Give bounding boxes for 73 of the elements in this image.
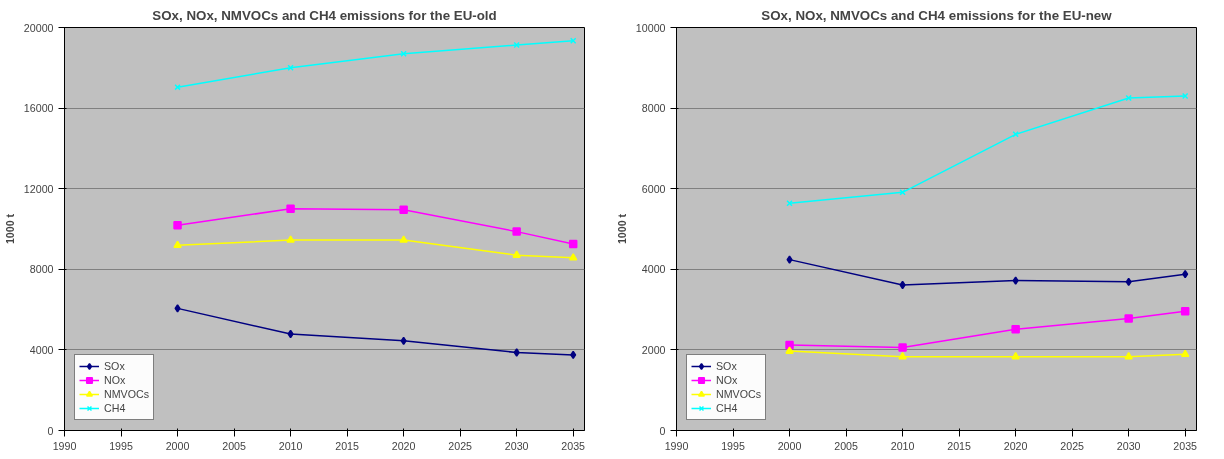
point	[786, 255, 793, 264]
point	[898, 343, 907, 352]
x-tick-label: 2015	[947, 439, 972, 452]
legend-label: CH4	[716, 401, 738, 415]
point	[1011, 325, 1020, 334]
y-axis-title: 1000 t	[3, 213, 16, 245]
point	[287, 329, 294, 339]
point	[399, 235, 408, 243]
point	[568, 253, 578, 261]
point	[785, 346, 794, 354]
chart-title: SOx, NOx, NMVOCs and CH4 emissions for the EU-new	[761, 7, 1113, 23]
x-tick-label: 2020	[391, 439, 416, 452]
x-tick-label: 2000	[777, 439, 802, 452]
x-tick-label: 2000	[165, 439, 190, 452]
point	[512, 250, 521, 258]
point	[513, 348, 520, 357]
point	[399, 205, 408, 214]
y-tick-label: 16000	[23, 102, 54, 115]
x-tick-label: 2010	[890, 439, 915, 452]
y-tick-label: 10000	[635, 21, 666, 34]
legend-label: NMVOCs	[104, 387, 149, 401]
legend-label: NOx	[716, 373, 738, 387]
point	[400, 336, 407, 346]
legend-label: NOx	[104, 373, 126, 387]
x-tick-label: 2035	[561, 439, 586, 452]
y-tick-label: 6000	[641, 182, 666, 195]
point	[173, 240, 182, 249]
point	[174, 304, 181, 313]
y-tick-label: 4000	[29, 343, 54, 356]
y-tick-label: 8000	[641, 102, 666, 115]
y-tick-label: 0	[47, 424, 54, 437]
point	[286, 235, 295, 243]
point	[1012, 276, 1019, 285]
y-tick-label: 0	[659, 424, 666, 437]
x-tick-label: 2030	[504, 439, 529, 452]
point	[1182, 269, 1189, 279]
x-tick-label: 2005	[222, 439, 246, 452]
chart-title: SOx, NOx, NMVOCs and CH4 emissions for the EU-old	[152, 7, 497, 23]
point	[899, 280, 906, 290]
legend-label: SOx	[104, 359, 125, 373]
y-tick-label: 20000	[23, 21, 54, 34]
x-tick-label: 2035	[1173, 439, 1198, 452]
point	[173, 220, 182, 230]
x-tick-label: 2005	[834, 439, 858, 452]
point	[1124, 314, 1133, 323]
point	[512, 227, 521, 236]
x-tick-label: 2015	[335, 439, 360, 452]
point	[286, 204, 295, 214]
point	[1180, 349, 1190, 358]
x-tick-label: 2030	[1116, 439, 1141, 452]
legend-label: CH4	[104, 401, 126, 415]
y-tick-label: 4000	[641, 263, 666, 276]
x-tick-label: 2025	[448, 439, 473, 452]
y-tick-label: 2000	[641, 343, 666, 356]
point	[570, 350, 577, 360]
y-axis-title: 1000 t	[615, 213, 628, 245]
x-tick-label: 1995	[721, 439, 745, 452]
x-tick-label: 1995	[109, 439, 133, 452]
x-tick-label: 1990	[664, 439, 689, 452]
legend-label: NMVOCs	[716, 387, 761, 401]
x-tick-label: 2025	[1060, 439, 1085, 452]
point	[1125, 277, 1132, 287]
y-tick-label: 12000	[23, 182, 54, 195]
point	[1180, 306, 1190, 316]
point	[898, 351, 907, 360]
x-tick-label: 1990	[52, 439, 77, 452]
point	[1011, 351, 1020, 360]
point	[1124, 351, 1133, 360]
y-tick-label: 8000	[29, 263, 54, 276]
x-tick-label: 2020	[1003, 439, 1028, 452]
legend-label: SOx	[716, 359, 737, 373]
x-tick-label: 2010	[278, 439, 303, 452]
point	[568, 239, 578, 249]
